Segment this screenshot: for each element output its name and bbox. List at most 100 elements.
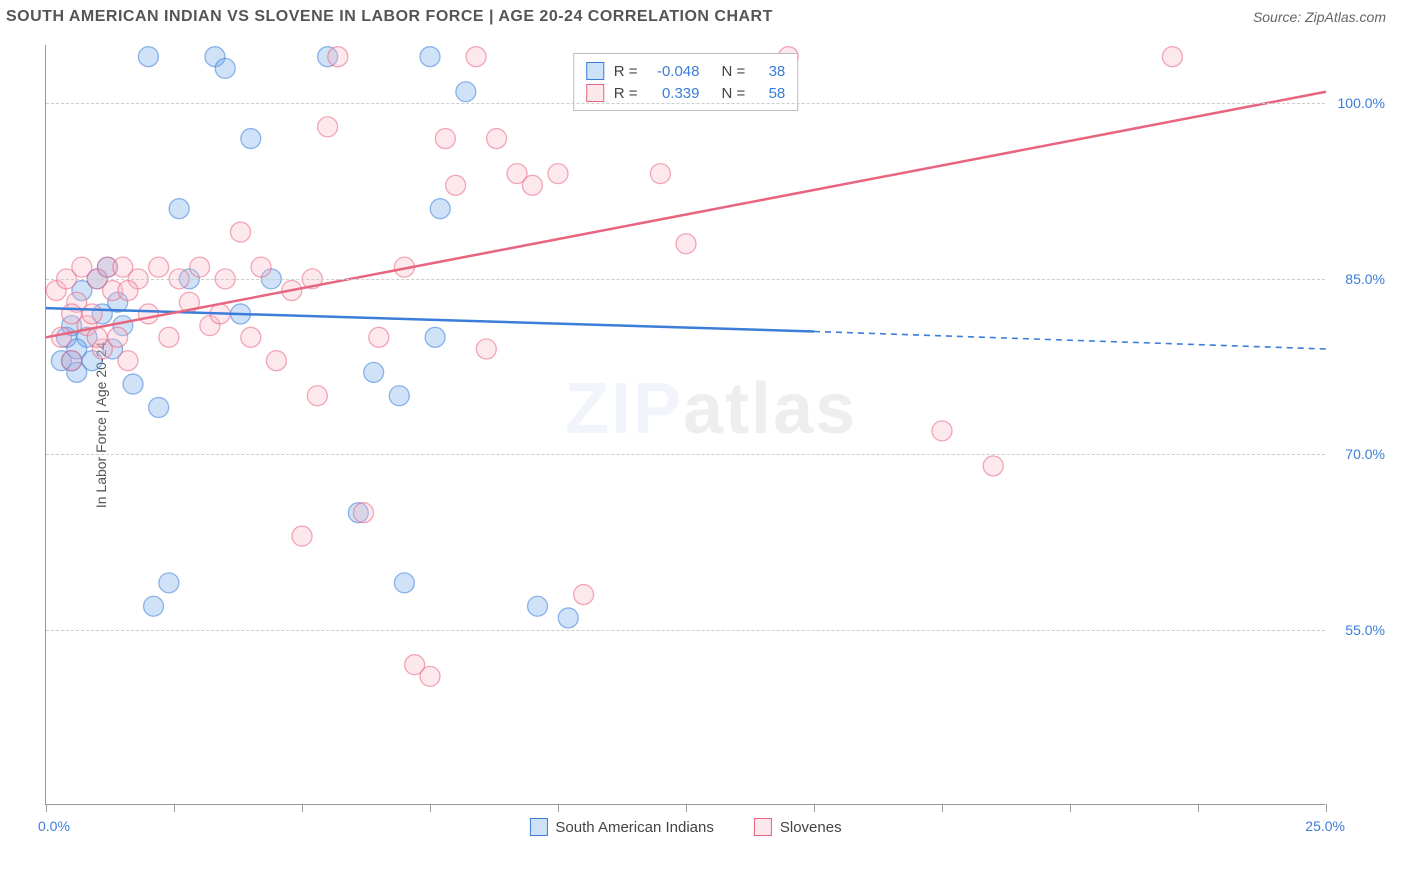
corr-r-label: R = [614,63,638,80]
scatter-point [574,585,594,605]
scatter-point [87,327,107,347]
scatter-point [548,164,568,184]
corr-n-label: N = [722,85,746,102]
scatter-point [983,456,1003,476]
scatter-point [307,386,327,406]
scatter-point [650,164,670,184]
scatter-point [62,351,82,371]
x-tick [46,804,47,812]
scatter-point [149,397,169,417]
scatter-point [241,129,261,149]
corr-n-value: 38 [755,63,785,80]
scatter-point [420,666,440,686]
scatter-point [353,503,373,523]
scatter-point [138,304,158,324]
scatter-point [328,47,348,67]
x-max-label: 25.0% [1305,818,1345,834]
gridline [46,630,1325,631]
gridline [46,454,1325,455]
scatter-point [51,327,71,347]
x-tick [814,804,815,812]
y-tick-label: 70.0% [1345,446,1385,462]
scatter-point [82,304,102,324]
x-tick [1326,804,1327,812]
scatter-point [528,596,548,616]
legend-item: Slovenes [754,818,842,836]
scatter-svg [46,45,1325,804]
scatter-point [318,117,338,137]
scatter-point [1162,47,1182,67]
scatter-point [435,129,455,149]
trend-line-extrapolated [814,331,1326,349]
scatter-point [369,327,389,347]
scatter-point [215,58,235,78]
corr-r-value: 0.339 [648,85,700,102]
scatter-point [364,362,384,382]
scatter-point [420,47,440,67]
x-origin-label: 0.0% [38,818,70,834]
scatter-point [676,234,696,254]
legend-label: South American Indians [555,819,713,836]
x-tick [686,804,687,812]
corr-n-label: N = [722,63,746,80]
scatter-point [169,199,189,219]
scatter-point [159,573,179,593]
x-tick [430,804,431,812]
scatter-point [149,257,169,277]
corr-r-label: R = [614,85,638,102]
scatter-point [266,351,286,371]
gridline [46,279,1325,280]
scatter-point [487,129,507,149]
scatter-point [190,257,210,277]
chart-header: SOUTH AMERICAN INDIAN VS SLOVENE IN LABO… [0,0,1406,30]
source-label: Source: ZipAtlas.com [1253,9,1386,25]
scatter-point [159,327,179,347]
chart-title: SOUTH AMERICAN INDIAN VS SLOVENE IN LABO… [6,8,773,26]
x-tick [558,804,559,812]
x-tick [1070,804,1071,812]
scatter-point [389,386,409,406]
correlation-row: R = -0.048 N = 38 [586,60,786,82]
scatter-point [138,47,158,67]
chart-plot-area: In Labor Force | Age 20-24 ZIPatlas R =-… [45,45,1325,805]
corr-r-value: -0.048 [648,63,700,80]
legend-bottom: South American Indians Slovenes [529,818,841,836]
y-tick-label: 100.0% [1338,95,1385,111]
scatter-point [430,199,450,219]
scatter-point [118,281,138,301]
correlation-box: R = -0.048 N = 38 R = 0.339 N = 58 [573,53,799,111]
trend-line [46,308,814,331]
scatter-point [241,327,261,347]
scatter-point [394,573,414,593]
x-tick [942,804,943,812]
scatter-point [932,421,952,441]
legend-swatch [529,818,547,836]
scatter-point [476,339,496,359]
scatter-point [144,596,164,616]
legend-label: Slovenes [780,819,842,836]
y-tick-label: 55.0% [1345,622,1385,638]
gridline [46,103,1325,104]
x-tick [1198,804,1199,812]
scatter-point [446,175,466,195]
x-tick [302,804,303,812]
legend-item: South American Indians [529,818,713,836]
scatter-point [231,222,251,242]
correlation-row: R = 0.339 N = 58 [586,82,786,104]
scatter-point [251,257,271,277]
corr-n-value: 58 [755,85,785,102]
scatter-point [456,82,476,102]
trend-line [46,92,1326,338]
scatter-point [558,608,578,628]
corr-swatch [586,84,604,102]
scatter-point [108,327,128,347]
scatter-point [522,175,542,195]
scatter-point [466,47,486,67]
scatter-point [123,374,143,394]
x-tick [174,804,175,812]
scatter-point [292,526,312,546]
scatter-point [425,327,445,347]
scatter-point [62,304,82,324]
legend-swatch [754,818,772,836]
corr-swatch [586,62,604,80]
